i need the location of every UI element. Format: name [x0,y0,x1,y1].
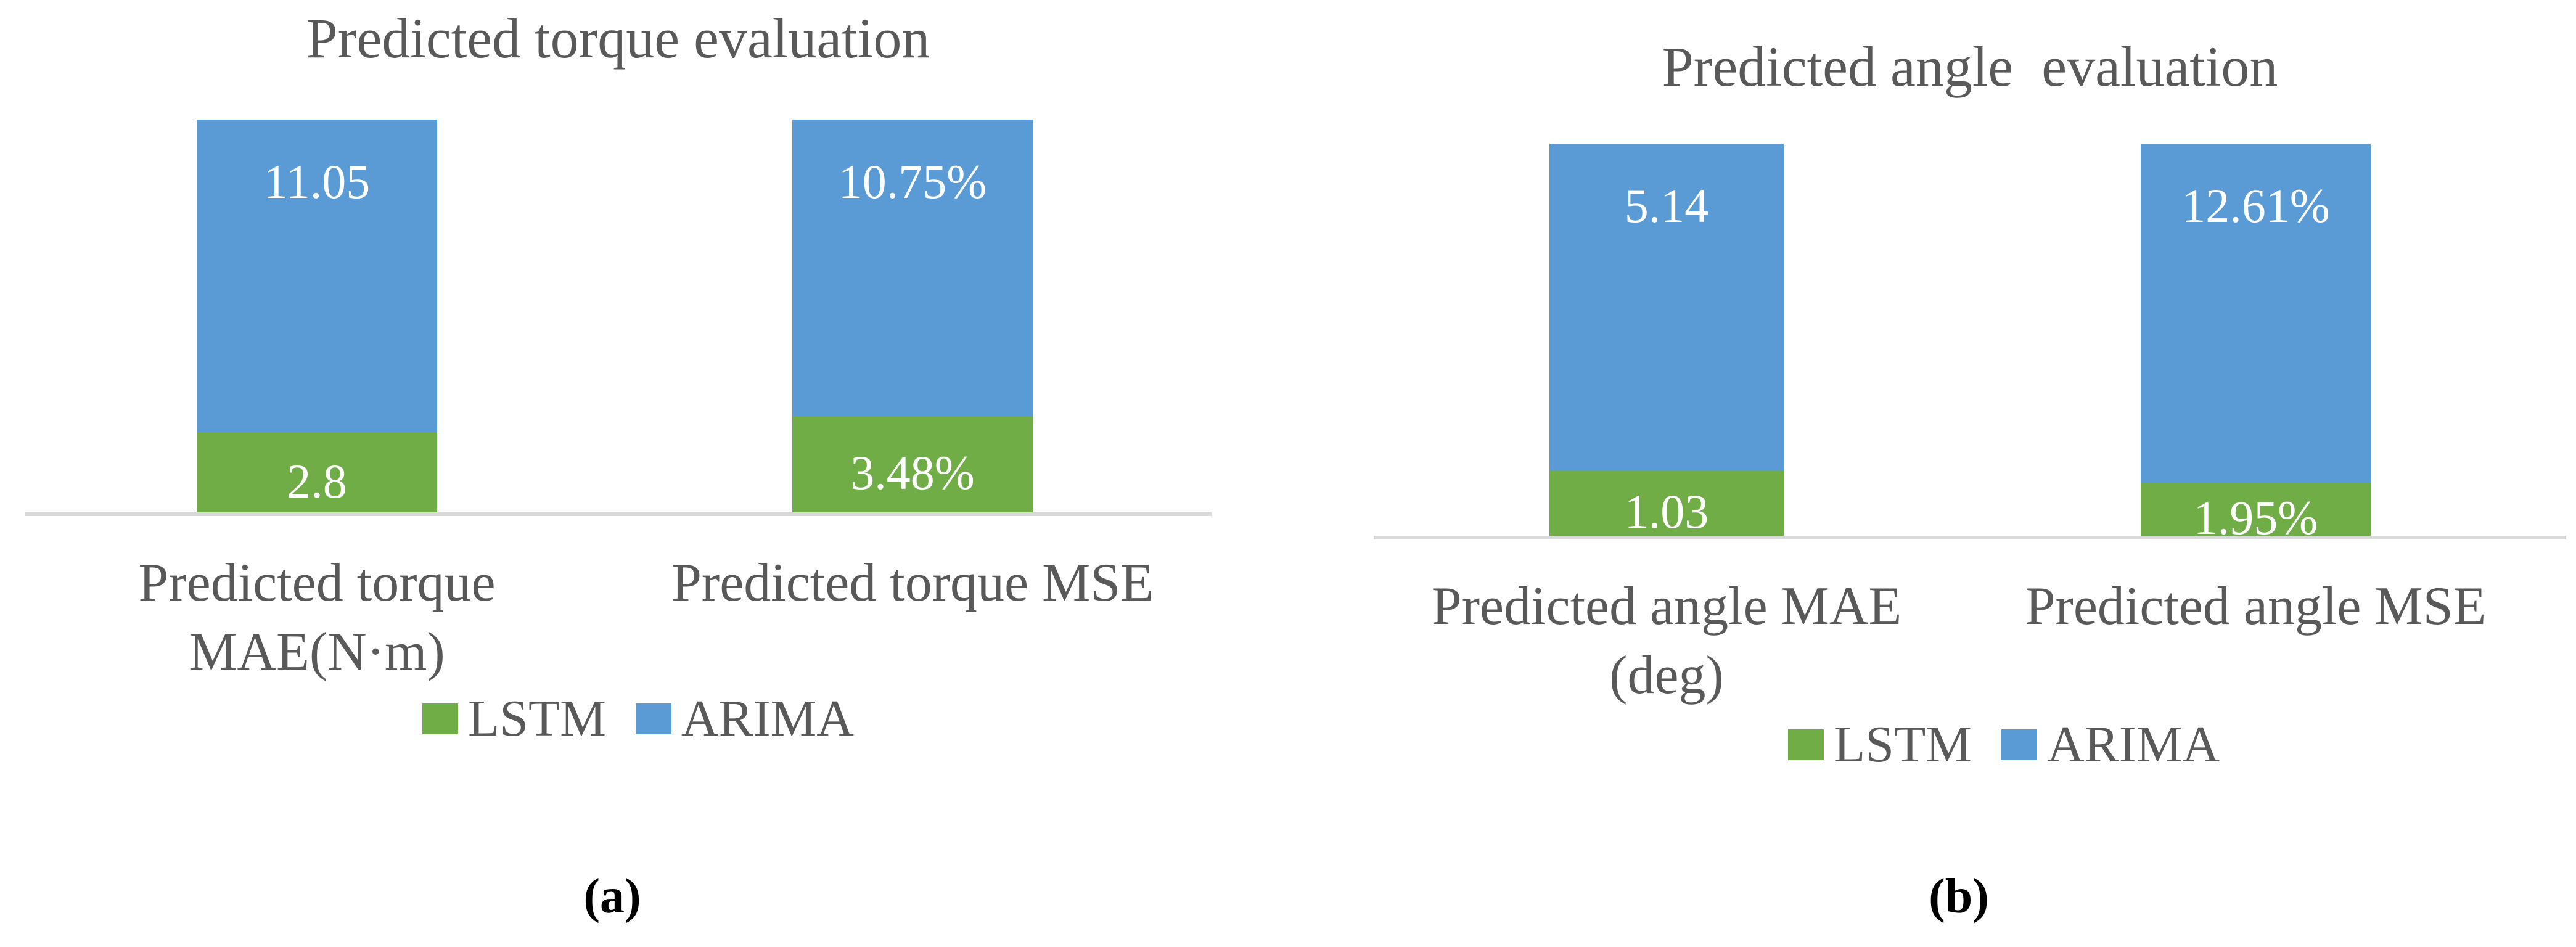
legend-label: LSTM [467,690,606,747]
category-label: Predicted angle MSE [1917,572,2576,641]
panel-label-b: (b) [1929,869,1989,924]
lstm-segment: 1.95% [2141,483,2371,544]
lstm-segment: 1.03 [1549,470,1784,538]
arima-segment: 5.14 [1549,144,1784,470]
bar-column: 12.61% 1.95% [2141,144,2371,544]
legend-swatch-arima [636,703,671,734]
arima-segment: 11.05 [197,120,437,433]
legend-label: LSTM [1833,716,1972,773]
category-label: Predicted torque MSE [573,549,1252,618]
x-axis-line [1374,536,2566,539]
legend-swatch-arima [2001,729,2037,760]
legend-label: ARIMA [2047,716,2220,773]
category-label: Predicted torque MAE(N·m) [0,549,656,687]
arima-data-label: 5.14 [1624,179,1709,232]
x-axis-line [25,512,1212,516]
lstm-data-label: 1.95% [2193,491,2318,544]
category-label-line: MAE(N·m) [189,622,445,682]
bar-column: 5.14 1.03 [1549,144,1784,538]
lstm-segment: 2.8 [197,433,437,512]
category-label-line: (deg) [1609,646,1724,705]
legend-swatch-lstm [1787,729,1824,760]
category-label-line: Predicted torque [138,553,496,613]
category-label-line: Predicted angle MSE [2025,576,2487,636]
bar-column: 10.75% 3.48% [792,120,1033,512]
arima-data-label: 12.61% [2181,179,2330,232]
panel-label-a: (a) [583,869,641,924]
arima-data-label: 11.05 [263,155,371,208]
chart-title-a: Predicted torque evaluation [306,7,930,70]
legend-b: LSTM ARIMA [1787,716,2220,773]
arima-data-label: 10.75% [838,155,987,208]
lstm-data-label: 2.8 [287,454,347,508]
category-label-line: Predicted torque MSE [671,553,1154,613]
bar-column: 11.05 2.8 [197,120,437,512]
legend-label: ARIMA [681,690,855,747]
legend-a: LSTM ARIMA [422,690,855,747]
arima-segment: 10.75% [792,120,1033,416]
legend-swatch-lstm [422,703,458,734]
legend-item-arima: ARIMA [636,690,855,747]
legend-item-arima: ARIMA [2001,716,2220,773]
legend-item-lstm: LSTM [1787,716,1972,773]
arima-segment: 12.61% [2141,144,2371,483]
category-label: Predicted angle MAE (deg) [1327,572,2006,710]
chart-title-b: Predicted angle evaluation [1662,35,2278,98]
lstm-data-label: 1.03 [1624,485,1709,538]
lstm-segment: 3.48% [792,416,1033,512]
category-label-line: Predicted angle MAE [1431,576,1902,636]
lstm-data-label: 3.48% [850,446,975,499]
legend-item-lstm: LSTM [422,690,606,747]
